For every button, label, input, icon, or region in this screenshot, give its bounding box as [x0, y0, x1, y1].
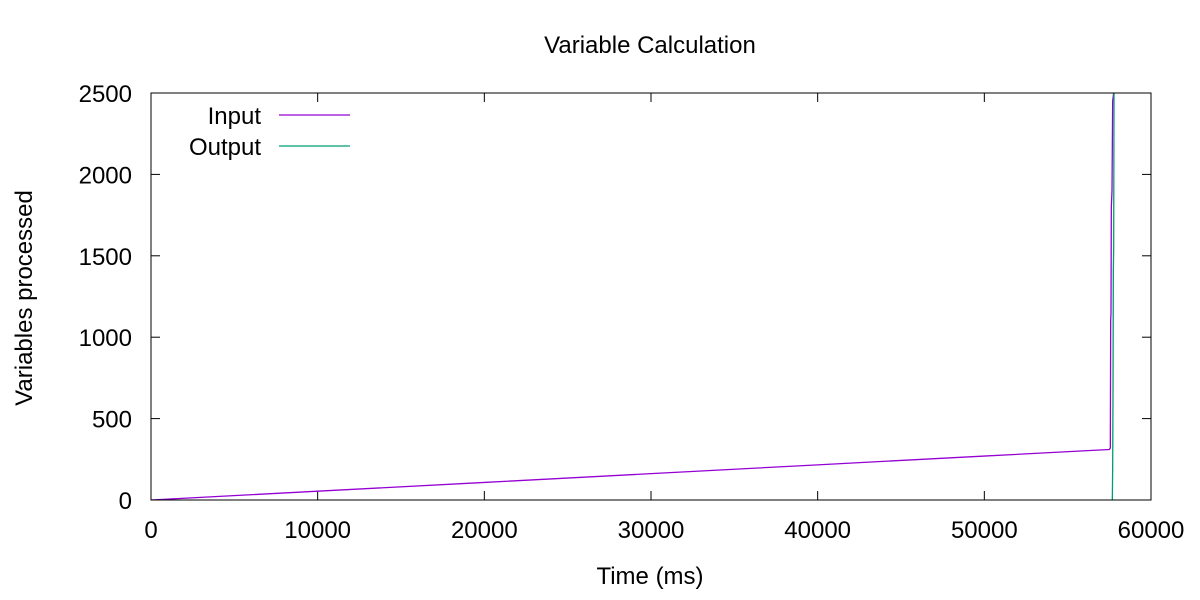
y-tick-label: 500 [92, 407, 132, 434]
series-line-input [151, 93, 1115, 500]
plot-area: 0 10000 20000 30000 40000 50000 60000 0 500 1000 1… [79, 81, 1185, 544]
x-tick-label: 30000 [618, 517, 685, 544]
y-tick-label: 1500 [79, 244, 132, 271]
x-tick-label: 0 [144, 517, 157, 544]
legend-label-input: Input [208, 103, 262, 130]
chart-title: Variable Calculation [544, 32, 756, 59]
plot-border [150, 92, 1152, 501]
y-axis-label: Variables processed [11, 190, 38, 406]
y-tick-label: 2000 [79, 162, 132, 189]
x-tick-label: 50000 [951, 517, 1018, 544]
x-tick-label: 10000 [284, 517, 351, 544]
legend: Input Output [189, 103, 350, 161]
y-tick-label: 1000 [79, 325, 132, 352]
legend-label-output: Output [189, 134, 261, 161]
y-tick-label: 0 [119, 488, 132, 515]
x-tick-label: 60000 [1118, 517, 1185, 544]
x-axis-label: Time (ms) [596, 563, 703, 590]
x-tick-label: 20000 [451, 517, 518, 544]
x-tick-label: 40000 [784, 517, 851, 544]
y-tick-label: 2500 [79, 81, 132, 108]
series-line-output [1111, 93, 1115, 500]
